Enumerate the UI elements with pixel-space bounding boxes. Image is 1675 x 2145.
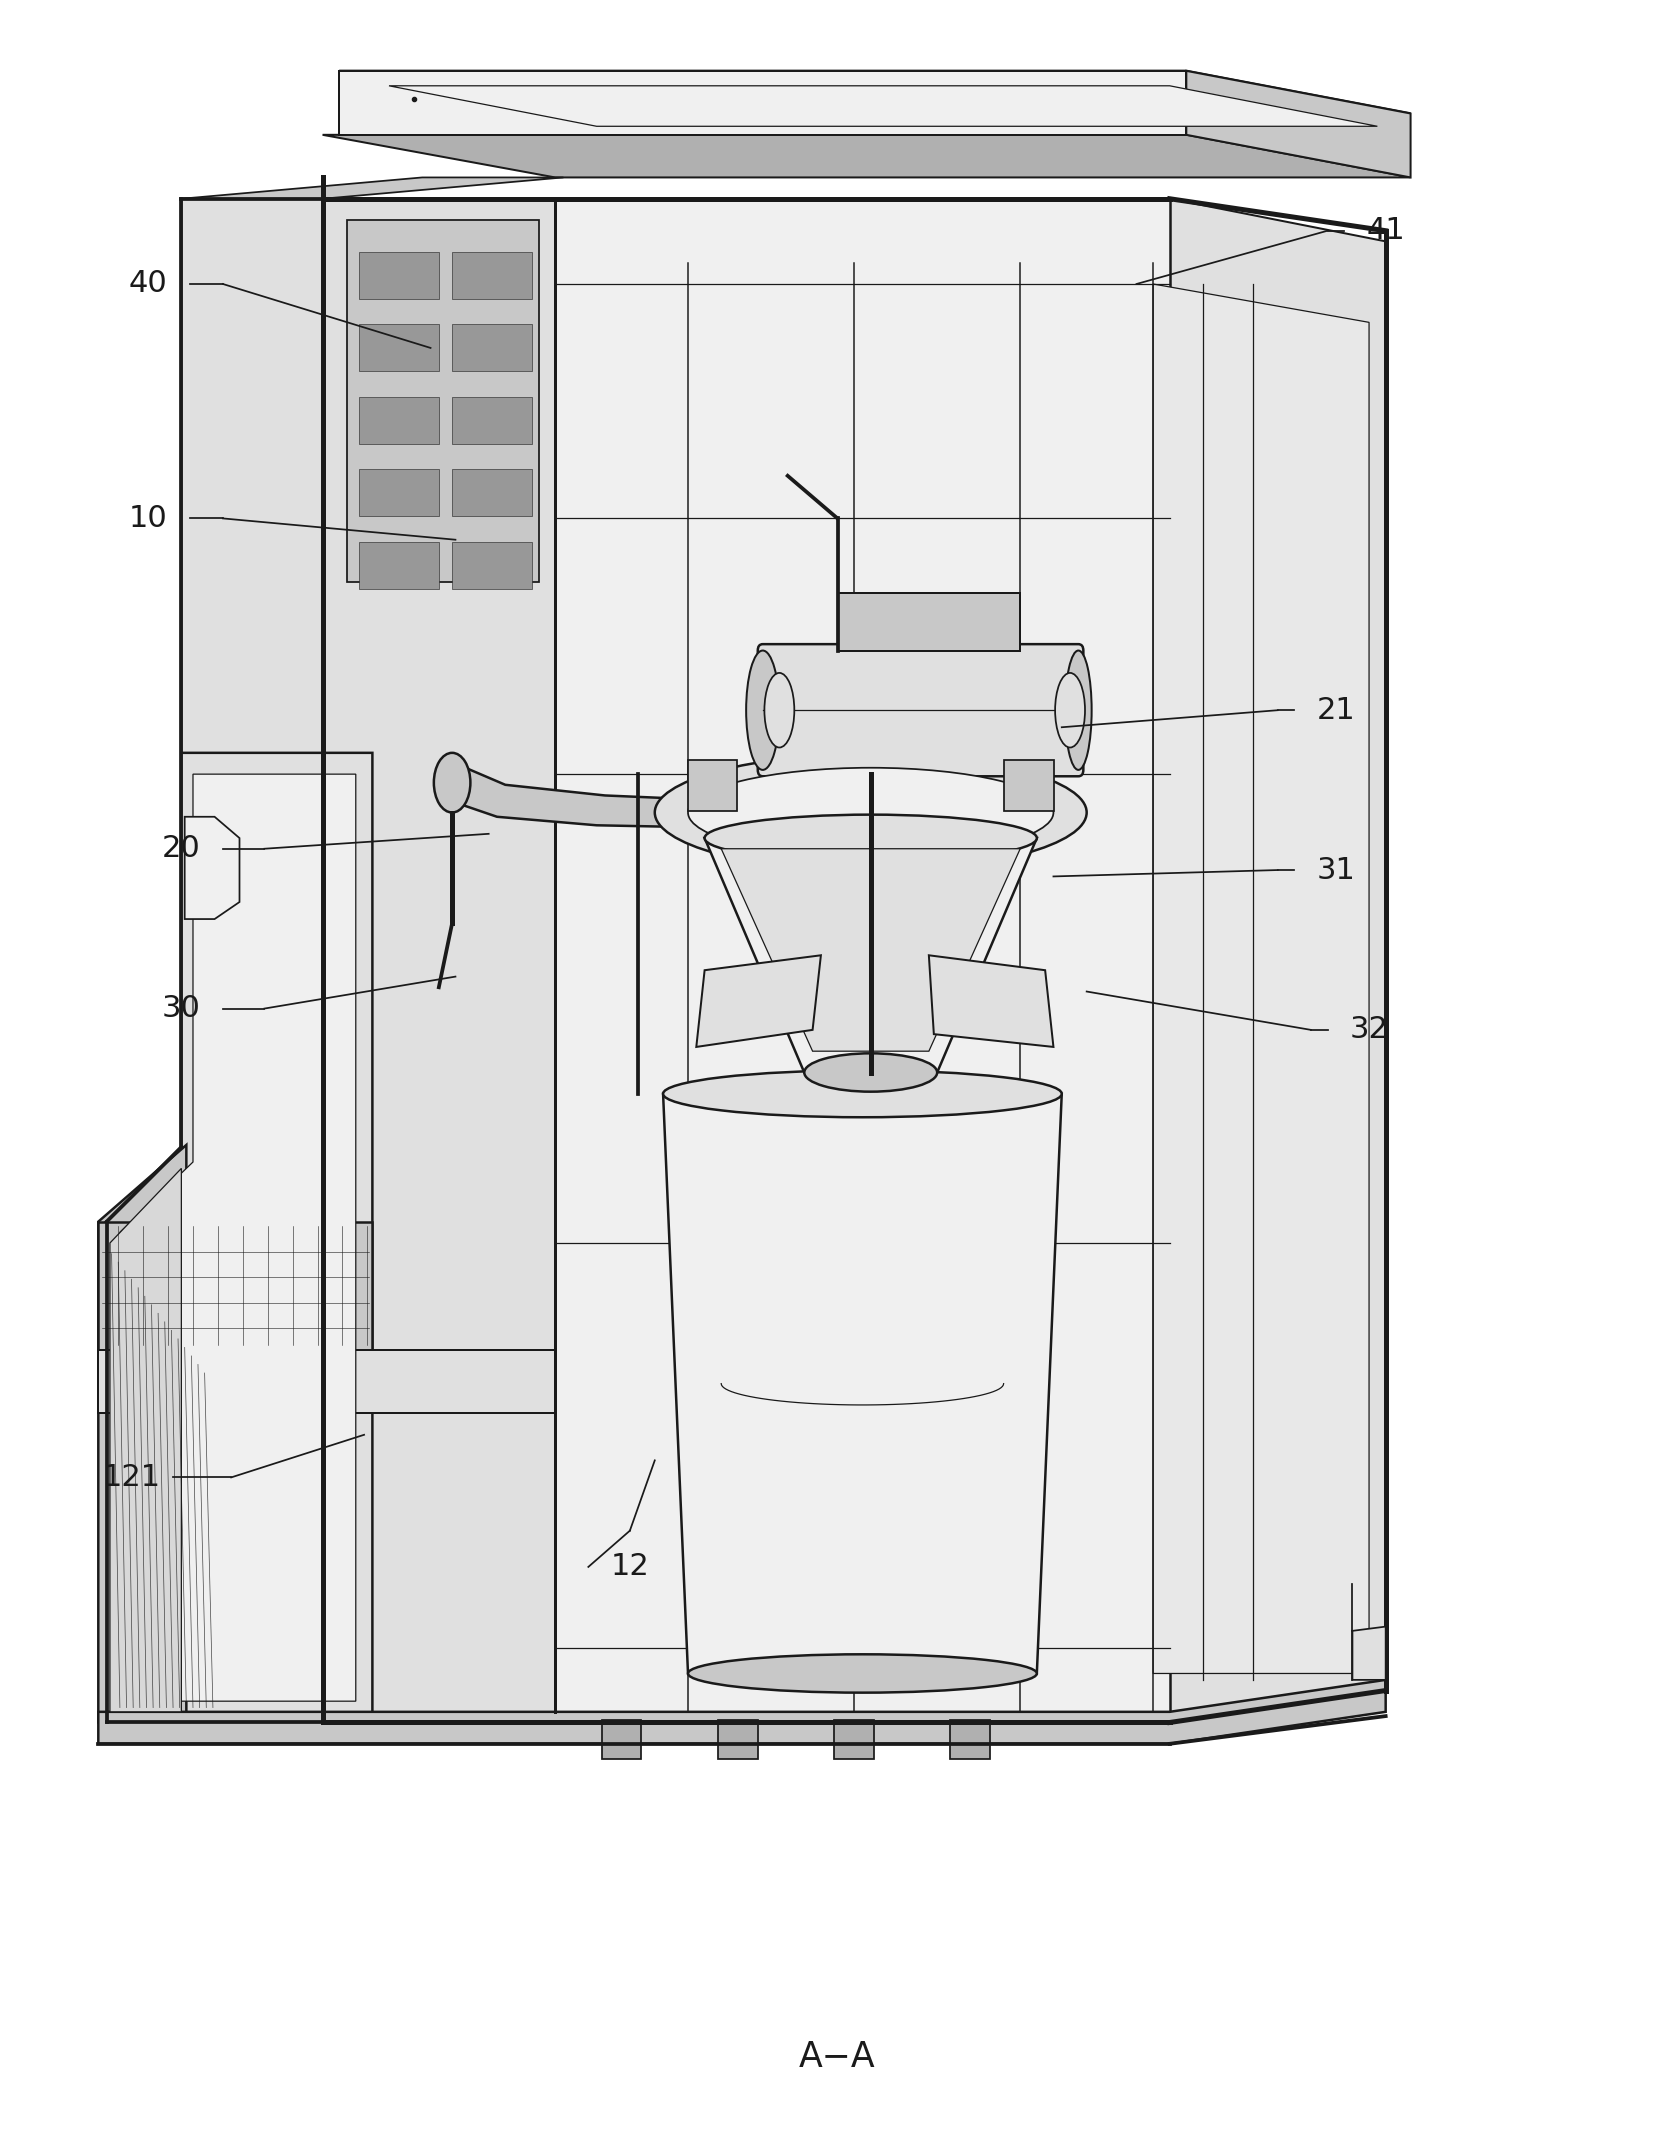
Polygon shape [111,1169,181,1712]
Bar [1003,759,1054,811]
Text: 121: 121 [102,1463,161,1493]
Bar [358,397,439,444]
Ellipse shape [764,674,794,746]
Polygon shape [389,86,1377,127]
Ellipse shape [663,1070,1062,1118]
Bar [687,759,737,811]
Polygon shape [107,753,372,1722]
Polygon shape [930,955,1054,1047]
Bar [452,397,533,444]
Polygon shape [338,71,1410,114]
Ellipse shape [688,768,1054,858]
Polygon shape [181,178,563,199]
Text: 41: 41 [1367,217,1405,245]
Bar [452,324,533,371]
Polygon shape [99,1680,1385,1744]
Polygon shape [99,1223,372,1349]
Polygon shape [184,817,240,918]
Bar [452,543,533,588]
Polygon shape [121,774,355,1701]
Polygon shape [323,199,554,1722]
Polygon shape [99,1349,554,1414]
Polygon shape [1352,1626,1385,1680]
Polygon shape [663,1094,1062,1673]
Ellipse shape [688,1654,1037,1692]
Text: 20: 20 [162,834,201,862]
Text: 21: 21 [1317,695,1355,725]
Text: 40: 40 [129,270,168,298]
Bar [719,1720,757,1759]
Text: A−A: A−A [799,2040,876,2074]
Polygon shape [323,135,1410,178]
Polygon shape [338,71,1186,135]
Ellipse shape [655,753,1087,871]
Bar [452,251,533,298]
Text: 31: 31 [1317,856,1355,884]
Polygon shape [697,955,821,1047]
Polygon shape [838,592,1020,650]
Text: 10: 10 [129,504,168,532]
Ellipse shape [804,1053,938,1092]
Bar [601,1720,642,1759]
Bar [358,543,439,588]
Bar [358,251,439,298]
Text: 30: 30 [162,993,201,1023]
Ellipse shape [434,753,471,813]
Bar [950,1720,990,1759]
Polygon shape [347,221,538,581]
Ellipse shape [1065,650,1092,770]
Ellipse shape [705,815,1037,862]
Ellipse shape [745,650,779,770]
Polygon shape [1169,199,1385,1722]
Polygon shape [722,849,1020,1051]
Text: 12: 12 [610,1553,650,1581]
Polygon shape [181,199,323,1722]
Polygon shape [1152,283,1368,1673]
FancyBboxPatch shape [757,644,1084,776]
Polygon shape [705,839,1037,1072]
Ellipse shape [1055,674,1085,746]
Polygon shape [447,764,705,828]
Text: 32: 32 [1350,1015,1389,1045]
Polygon shape [99,1145,186,1722]
Bar [834,1720,874,1759]
Bar [358,324,439,371]
Bar [452,470,533,517]
Polygon shape [1186,71,1410,178]
Polygon shape [323,199,1169,1722]
Bar [358,470,439,517]
